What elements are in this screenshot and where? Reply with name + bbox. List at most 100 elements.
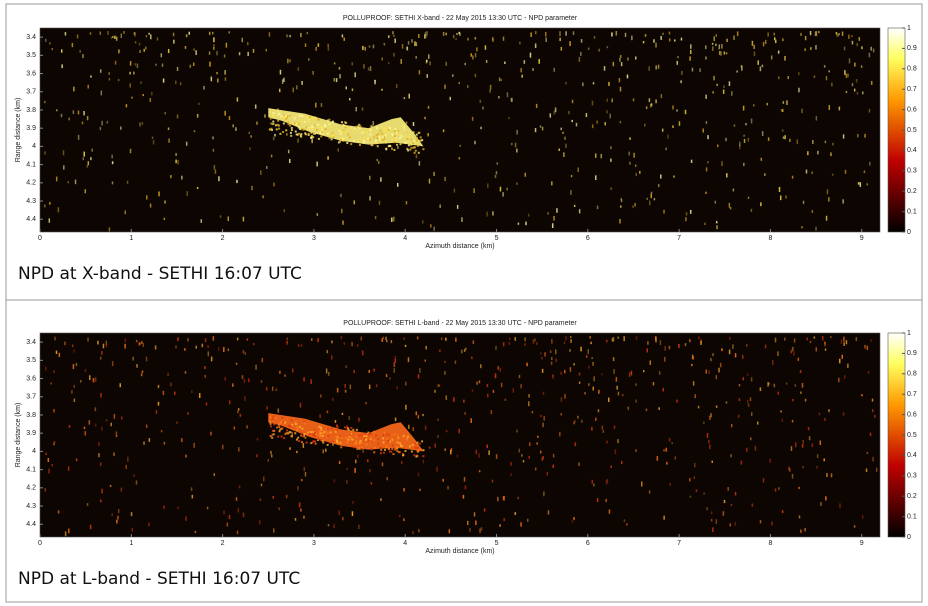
slick-speckle bbox=[337, 141, 340, 144]
speckle bbox=[140, 81, 142, 84]
speckle bbox=[405, 381, 407, 386]
speckle bbox=[339, 74, 341, 79]
x-tick-label: 8 bbox=[768, 540, 772, 547]
speckle bbox=[261, 357, 264, 363]
speckle bbox=[626, 523, 628, 526]
speckle bbox=[838, 358, 841, 364]
speckle bbox=[807, 151, 809, 156]
speckle bbox=[129, 71, 131, 75]
speckle bbox=[157, 401, 160, 406]
speckle bbox=[729, 523, 732, 527]
speckle bbox=[238, 485, 241, 489]
slick-speckle bbox=[299, 134, 302, 137]
speckle bbox=[807, 427, 810, 431]
slick-speckle bbox=[358, 137, 361, 140]
speckle bbox=[175, 80, 177, 85]
slick-speckle bbox=[376, 145, 379, 148]
speckle bbox=[120, 126, 122, 130]
speckle bbox=[782, 101, 785, 104]
speckle bbox=[600, 153, 603, 159]
speckle bbox=[762, 41, 765, 47]
speckle bbox=[213, 37, 215, 43]
speckle bbox=[700, 340, 702, 345]
speckle bbox=[98, 453, 100, 458]
speckle bbox=[360, 336, 363, 341]
speckle bbox=[615, 31, 618, 36]
speckle bbox=[437, 384, 440, 388]
speckle bbox=[551, 181, 553, 186]
speckle bbox=[125, 104, 128, 108]
colorbar-tick-label: 0.8 bbox=[907, 66, 917, 73]
speckle bbox=[372, 121, 374, 126]
slick-speckle bbox=[413, 151, 416, 154]
speckle bbox=[742, 105, 745, 111]
speckle bbox=[251, 185, 253, 191]
speckle bbox=[483, 508, 486, 512]
slick-speckle bbox=[397, 130, 400, 133]
speckle bbox=[94, 377, 97, 382]
speckle bbox=[734, 353, 737, 358]
speckle bbox=[497, 496, 499, 502]
slick-speckle bbox=[377, 442, 380, 445]
slick-speckle bbox=[285, 116, 288, 119]
slick-speckle bbox=[319, 439, 322, 442]
slick-speckle bbox=[388, 126, 391, 129]
speckle bbox=[418, 529, 420, 533]
speckle bbox=[265, 387, 268, 391]
speckle bbox=[386, 477, 388, 481]
speckle bbox=[620, 197, 622, 201]
speckle bbox=[476, 47, 478, 52]
speckle bbox=[151, 136, 154, 139]
speckle bbox=[113, 413, 116, 419]
x-axis-label: Azimuth distance (km) bbox=[425, 548, 494, 555]
speckle bbox=[777, 391, 780, 395]
speckle bbox=[841, 354, 844, 359]
speckle bbox=[798, 72, 800, 76]
speckle bbox=[148, 522, 150, 527]
speckle bbox=[216, 50, 218, 56]
speckle bbox=[796, 139, 799, 145]
slick-speckle bbox=[328, 136, 331, 139]
y-tick-label: 4.1 bbox=[26, 466, 36, 473]
speckle bbox=[835, 32, 838, 35]
speckle bbox=[133, 71, 135, 75]
speckle bbox=[455, 337, 457, 342]
speckle bbox=[212, 136, 214, 140]
speckle bbox=[588, 383, 590, 386]
slick-speckle bbox=[410, 132, 413, 135]
speckle bbox=[188, 31, 191, 35]
speckle bbox=[101, 120, 103, 126]
speckle bbox=[394, 38, 396, 43]
slick-speckle bbox=[311, 116, 314, 119]
slick-speckle bbox=[279, 428, 282, 431]
speckle bbox=[617, 336, 619, 339]
speckle bbox=[768, 382, 770, 385]
speckle bbox=[68, 425, 71, 428]
speckle bbox=[781, 129, 784, 132]
speckle bbox=[260, 380, 263, 383]
speckle bbox=[191, 494, 194, 499]
speckle bbox=[213, 473, 216, 476]
speckle bbox=[112, 35, 114, 39]
speckle bbox=[94, 423, 97, 427]
speckle bbox=[445, 337, 447, 341]
speckle bbox=[610, 146, 612, 150]
speckle bbox=[310, 379, 312, 385]
slick-speckle bbox=[339, 139, 342, 142]
speckle bbox=[759, 387, 762, 392]
speckle bbox=[516, 148, 518, 153]
speckle bbox=[723, 85, 725, 88]
speckle bbox=[244, 396, 246, 401]
speckle bbox=[346, 480, 348, 484]
speckle bbox=[101, 351, 103, 355]
slick-speckle bbox=[347, 438, 350, 441]
speckle bbox=[597, 409, 600, 413]
slick-speckle bbox=[287, 432, 290, 435]
slick-speckle bbox=[402, 452, 405, 455]
speckle bbox=[303, 466, 306, 472]
slick-speckle bbox=[404, 141, 407, 144]
speckle bbox=[640, 481, 643, 487]
speckle bbox=[665, 147, 667, 151]
speckle bbox=[745, 122, 747, 126]
